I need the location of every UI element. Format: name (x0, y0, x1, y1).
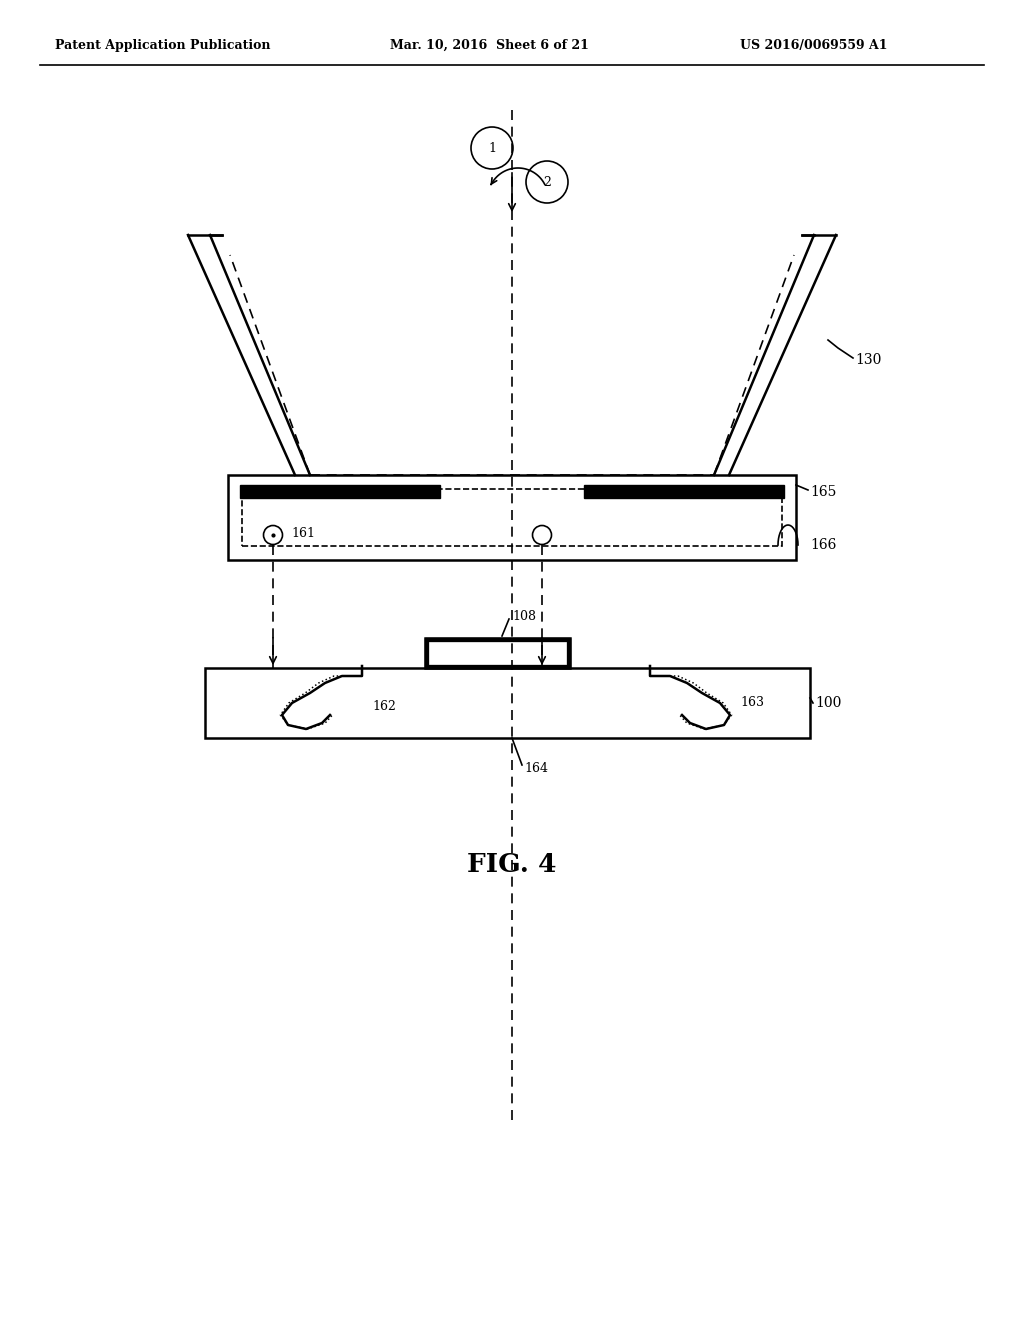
Bar (428, 642, 565, 664)
Bar (240, 484, 440, 498)
Text: 164: 164 (524, 762, 548, 775)
Text: 2: 2 (543, 176, 551, 189)
Bar (228, 475, 796, 560)
Text: 100: 100 (815, 696, 842, 710)
Bar (242, 488, 782, 546)
Bar (425, 638, 569, 668)
Bar (584, 484, 784, 498)
Text: 165: 165 (810, 484, 837, 499)
Bar (205, 668, 810, 738)
Text: 162: 162 (372, 700, 396, 713)
Text: FIG. 4: FIG. 4 (467, 853, 557, 878)
Text: Mar. 10, 2016  Sheet 6 of 21: Mar. 10, 2016 Sheet 6 of 21 (390, 38, 589, 51)
Text: 166: 166 (810, 539, 837, 552)
Text: Patent Application Publication: Patent Application Publication (55, 38, 270, 51)
Bar (425, 638, 569, 668)
Text: 161: 161 (291, 527, 315, 540)
Text: 1: 1 (488, 141, 496, 154)
Text: 108: 108 (512, 610, 536, 623)
Text: US 2016/0069559 A1: US 2016/0069559 A1 (740, 38, 888, 51)
Text: 130: 130 (855, 352, 882, 367)
Text: 163: 163 (740, 697, 764, 710)
